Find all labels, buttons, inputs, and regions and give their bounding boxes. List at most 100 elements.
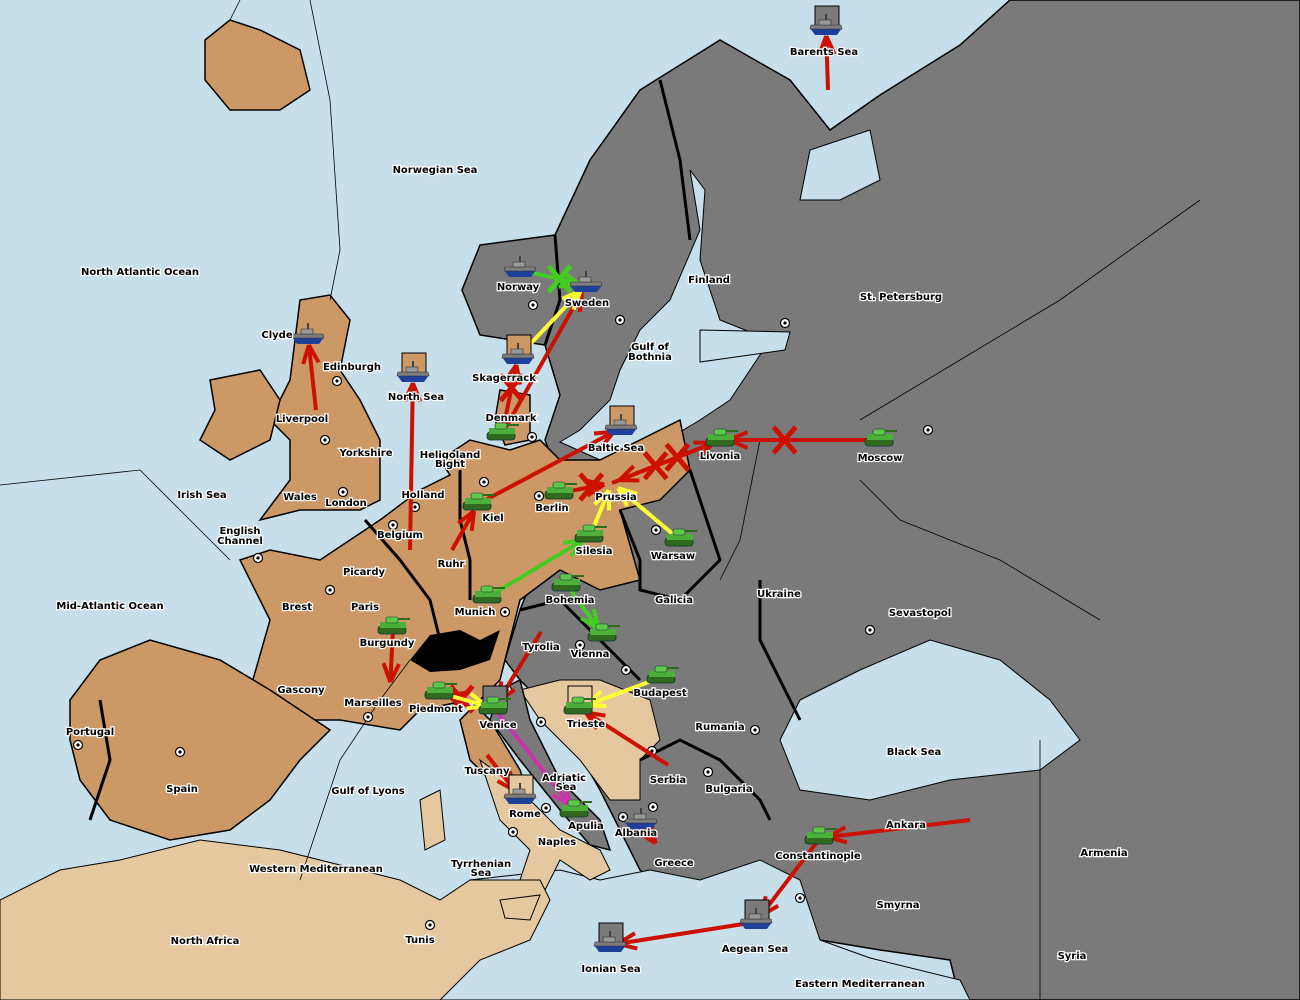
army-unit-berlin[interactable] [544,481,577,500]
territory-label-denmark: Denmark [486,413,537,424]
tank-icon [559,799,592,818]
order-move-liverpool-to-clyde[interactable] [301,343,321,411]
fleet-unit-aegean-sea[interactable] [739,899,773,929]
arrowhead [569,538,585,558]
supply-center-dot [530,435,534,439]
iberia[interactable] [69,639,332,841]
territory-label-tyrrhenian: Tyrrhenian [451,859,511,870]
territory-label-brest: Brest [282,602,312,613]
territory-label-norway: Norway [497,282,540,293]
army-unit-vienna[interactable] [587,623,620,642]
supply-center-dot [511,830,515,834]
army-unit-munich[interactable] [472,585,505,604]
territory-label-burgundy: Burgundy [360,638,415,649]
territory-label-baltic-sea: Baltic Sea [588,443,644,454]
territory-label-rumania: Rumania [695,722,744,733]
territory-label-wales: Wales [283,492,317,503]
order-line [617,920,757,946]
order-move-denmark-to-skagerrack[interactable] [498,363,525,435]
army-unit-apulia[interactable] [559,799,592,818]
supply-center-dot [503,610,507,614]
fleet-unit-rome[interactable] [503,774,537,804]
order-support-warsaw-to-prussia[interactable] [616,486,682,542]
switzerland [410,630,500,672]
territory-label-tuscany: Tuscany [464,766,510,777]
battleship-icon [739,908,773,929]
tank-icon [574,524,607,543]
territory-label-kiel: Kiel [482,513,503,524]
fleet-unit-clyde[interactable] [291,323,325,344]
army-unit-warsaw[interactable] [664,528,697,547]
territory-label-constantinople: Constantinople [775,851,861,862]
supply-centers [72,299,934,931]
supply-center-dot [578,643,582,647]
army-unit-bohemia[interactable] [551,573,584,592]
order-move-burgundy-to-marseilles[interactable] [381,627,401,683]
fleet-unit-baltic-sea[interactable] [604,405,638,435]
army-unit-kiel[interactable] [462,492,495,511]
supply-center-dot [624,668,628,672]
order-line [388,627,395,683]
territory-label-piedmont: Piedmont [409,704,463,715]
fleet-unit-albania[interactable] [624,808,658,829]
territory-label-clyde: Clyde [261,330,292,341]
corsica-sardinia [419,789,446,851]
order-line [824,35,830,91]
territory-label-edinburgh: Edinburgh [323,362,381,373]
territory-label-tyrolia: Tyrolia [522,642,560,653]
supply-center-dot [537,494,541,498]
supply-center-dot [76,743,80,747]
territory-label-munich: Munich [455,607,496,618]
black-sea[interactable] [779,639,1081,801]
army-unit-venice[interactable] [478,685,511,715]
territory-label-albania: Albania [615,828,657,839]
army-unit-constantinople[interactable] [804,826,837,845]
army-unit-denmark[interactable] [486,422,519,441]
order-line [477,429,615,506]
tank-icon [563,696,596,715]
army-unit-silesia[interactable] [574,524,607,543]
battleship-icon [396,361,430,382]
fleet-unit-ionian-sea[interactable] [593,922,627,952]
army-unit-trieste[interactable] [563,685,596,715]
territory-label-mid-atlantic-ocean: Mid-Atlantic Ocean [56,601,163,612]
army-unit-livonia[interactable] [705,428,738,447]
fleet-unit-skagerrack[interactable] [501,334,535,364]
britain[interactable] [258,294,381,522]
territory-label-galicia: Galicia [655,595,693,606]
north-africa[interactable] [0,839,551,1000]
ireland [199,369,281,461]
territory-label-sweden: Sweden [565,298,609,309]
fleet-unit-north-sea[interactable] [396,352,430,382]
tank-icon [424,681,457,700]
order-move-ruhr-to-kiel[interactable] [450,509,477,551]
territory-label-yorkshire: Yorkshire [339,448,393,459]
territory-label-prussia: Prussia [595,492,636,503]
order-move-holland-to-north-sea[interactable] [402,382,423,551]
territory-label-western-mediterranean: Western Mediterranean [249,864,383,875]
fleet-unit-sweden[interactable] [569,271,603,292]
territory-label-sevastopol: Sevastopol [889,608,951,619]
supply-center-dot [178,750,182,754]
failed-order-x-icon [498,373,525,403]
supply-center-dot [323,438,327,442]
fleet-unit-barents-sea[interactable] [809,5,843,35]
supply-center-dot [798,896,802,900]
supply-center-dot [482,480,486,484]
territory-label-bohemia: Bohemia [546,595,595,606]
territory-label-north-atlantic-ocean: North Atlantic Ocean [81,267,199,278]
army-unit-moscow[interactable] [864,428,897,447]
territory-label-syria: Syria [1058,951,1087,962]
arrowhead [637,830,657,846]
territory-label-venice: Venice [479,720,516,731]
order-move-st-petersburg-to-barents-sea[interactable] [817,35,837,91]
army-unit-burgundy[interactable] [377,616,410,635]
tank-icon [551,573,584,592]
fleet-unit-norway[interactable] [503,256,537,277]
army-unit-budapest[interactable] [646,665,679,684]
territory-label-vienna: Vienna [571,649,610,660]
territory-label-belgium: Belgium [377,530,423,541]
army-unit-piedmont[interactable] [424,681,457,700]
territory-label-rome: Rome [509,809,541,820]
